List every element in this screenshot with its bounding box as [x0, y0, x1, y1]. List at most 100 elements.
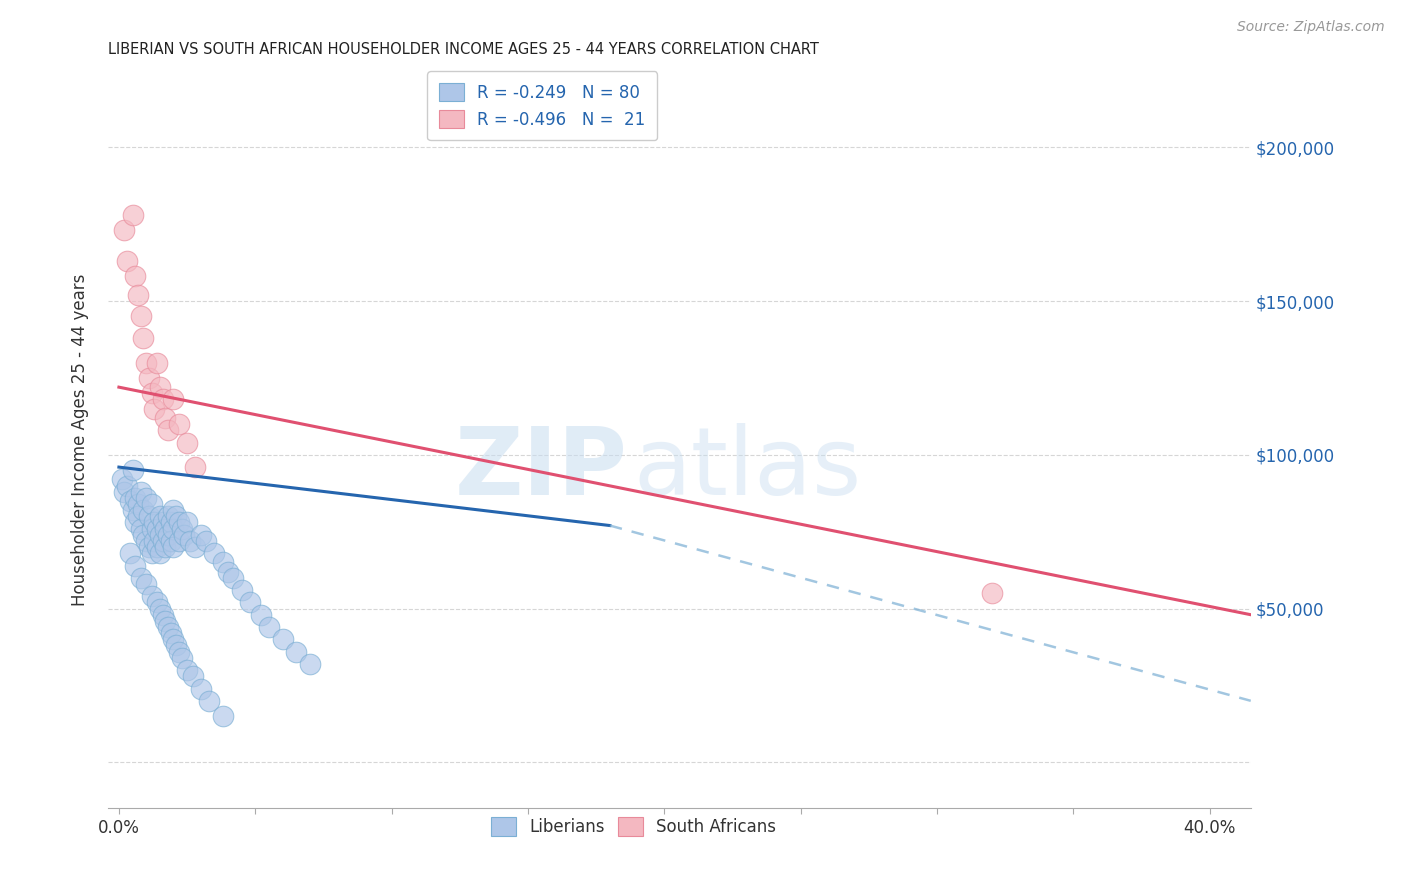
- Point: [141, 546, 163, 560]
- Point: [170, 650, 193, 665]
- Point: [135, 491, 157, 505]
- Point: [121, 208, 143, 222]
- Point: [118, 546, 141, 560]
- Point: [127, 509, 149, 524]
- Point: [980, 586, 1002, 600]
- Point: [170, 522, 193, 536]
- Point: [190, 528, 212, 542]
- Point: [249, 607, 271, 622]
- Point: [121, 463, 143, 477]
- Point: [135, 577, 157, 591]
- Point: [141, 589, 163, 603]
- Point: [141, 497, 163, 511]
- Point: [149, 380, 172, 394]
- Point: [146, 540, 169, 554]
- Point: [127, 497, 149, 511]
- Point: [124, 491, 146, 505]
- Point: [146, 595, 169, 609]
- Point: [149, 546, 172, 560]
- Point: [176, 435, 198, 450]
- Point: [146, 355, 169, 369]
- Point: [198, 694, 221, 708]
- Point: [118, 494, 141, 508]
- Point: [146, 522, 169, 536]
- Point: [149, 509, 172, 524]
- Point: [152, 516, 174, 530]
- Point: [141, 522, 163, 536]
- Point: [156, 620, 179, 634]
- Point: [155, 522, 177, 536]
- Point: [159, 516, 181, 530]
- Point: [132, 331, 155, 345]
- Point: [217, 565, 239, 579]
- Point: [156, 423, 179, 437]
- Point: [162, 503, 184, 517]
- Point: [162, 540, 184, 554]
- Point: [156, 509, 179, 524]
- Point: [190, 681, 212, 696]
- Point: [141, 386, 163, 401]
- Point: [155, 411, 177, 425]
- Point: [167, 645, 190, 659]
- Point: [165, 509, 187, 524]
- Point: [285, 645, 308, 659]
- Point: [152, 392, 174, 407]
- Point: [298, 657, 321, 671]
- Point: [167, 533, 190, 548]
- Point: [179, 533, 201, 548]
- Point: [143, 401, 166, 416]
- Point: [135, 533, 157, 548]
- Point: [181, 669, 204, 683]
- Point: [152, 607, 174, 622]
- Point: [129, 310, 152, 324]
- Point: [149, 601, 172, 615]
- Point: [159, 626, 181, 640]
- Point: [222, 571, 245, 585]
- Point: [211, 556, 233, 570]
- Point: [124, 558, 146, 573]
- Point: [129, 484, 152, 499]
- Point: [132, 528, 155, 542]
- Point: [176, 663, 198, 677]
- Text: atlas: atlas: [634, 423, 862, 515]
- Text: ZIP: ZIP: [456, 423, 628, 515]
- Point: [165, 639, 187, 653]
- Point: [231, 583, 253, 598]
- Point: [155, 540, 177, 554]
- Point: [184, 460, 207, 475]
- Point: [149, 528, 172, 542]
- Point: [143, 533, 166, 548]
- Point: [135, 355, 157, 369]
- Point: [127, 288, 149, 302]
- Point: [184, 540, 207, 554]
- Y-axis label: Householder Income Ages 25 - 44 years: Householder Income Ages 25 - 44 years: [72, 273, 89, 606]
- Point: [138, 509, 160, 524]
- Point: [111, 472, 134, 486]
- Point: [112, 223, 135, 237]
- Point: [143, 516, 166, 530]
- Point: [124, 269, 146, 284]
- Point: [121, 503, 143, 517]
- Point: [167, 417, 190, 431]
- Point: [195, 533, 218, 548]
- Point: [239, 595, 262, 609]
- Point: [138, 540, 160, 554]
- Point: [115, 478, 138, 492]
- Point: [155, 614, 177, 628]
- Point: [112, 484, 135, 499]
- Point: [162, 392, 184, 407]
- Point: [152, 533, 174, 548]
- Text: LIBERIAN VS SOUTH AFRICAN HOUSEHOLDER INCOME AGES 25 - 44 YEARS CORRELATION CHAR: LIBERIAN VS SOUTH AFRICAN HOUSEHOLDER IN…: [108, 42, 818, 57]
- Point: [271, 632, 294, 647]
- Point: [167, 516, 190, 530]
- Point: [129, 571, 152, 585]
- Point: [138, 371, 160, 385]
- Point: [176, 516, 198, 530]
- Point: [162, 522, 184, 536]
- Point: [124, 516, 146, 530]
- Point: [115, 254, 138, 268]
- Legend: Liberians, South Africans: Liberians, South Africans: [482, 809, 785, 845]
- Point: [162, 632, 184, 647]
- Point: [129, 522, 152, 536]
- Point: [132, 503, 155, 517]
